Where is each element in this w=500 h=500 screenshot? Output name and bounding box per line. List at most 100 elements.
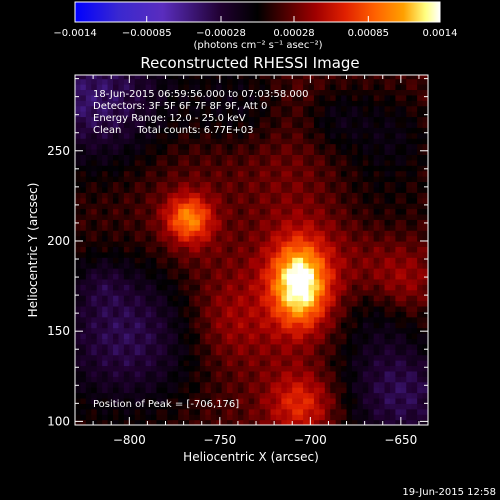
heatmap-cell (341, 235, 348, 242)
heatmap-cell (102, 78, 109, 85)
heatmap-cell (297, 246, 304, 253)
colorbar-tick-label: 0.00085 (348, 28, 389, 39)
heatmap-cell (161, 305, 168, 312)
heatmap-cell (123, 132, 130, 139)
heatmap-cell (145, 419, 152, 425)
heatmap-cell (85, 300, 92, 307)
heatmap-cell (107, 165, 114, 172)
heatmap-cell (292, 138, 299, 145)
heatmap-cell (411, 305, 418, 312)
heatmap-cell (384, 365, 391, 372)
heatmap-cell (313, 332, 320, 339)
heatmap-cell (183, 75, 190, 80)
heatmap-cell (75, 403, 82, 410)
heatmap-cell (243, 376, 250, 383)
heatmap-cell (96, 235, 103, 242)
heatmap-cell (417, 414, 424, 421)
heatmap-cell (194, 154, 201, 161)
heatmap-cell (216, 89, 223, 96)
heatmap-cell (237, 208, 244, 215)
heatmap-cell (189, 197, 196, 204)
heatmap-cell (194, 159, 201, 166)
heatmap-cell (297, 376, 304, 383)
heatmap-cell (199, 332, 206, 339)
heatmap-cell (91, 127, 98, 134)
heatmap-cell (91, 370, 98, 377)
heatmap-cell (113, 381, 120, 388)
heatmap-cell (75, 170, 82, 177)
heatmap-cell (324, 305, 331, 312)
heatmap-cell (75, 84, 82, 91)
heatmap-cell (183, 322, 190, 329)
heatmap-cell (368, 295, 375, 302)
heatmap-cell (178, 176, 185, 183)
heatmap-cell (286, 414, 293, 421)
heatmap-cell (248, 143, 255, 150)
heatmap-cell (411, 116, 418, 123)
heatmap-cell (281, 154, 288, 161)
heatmap-cell (346, 262, 353, 269)
heatmap-cell (156, 170, 163, 177)
heatmap-cell (221, 295, 228, 302)
heatmap-cell (303, 230, 310, 237)
heatmap-cell (107, 295, 114, 302)
heatmap-cell (406, 397, 413, 404)
heatmap-cell (384, 78, 391, 85)
heatmap-cell (85, 295, 92, 302)
heatmap-cell (237, 387, 244, 394)
heatmap-cell (400, 197, 407, 204)
heatmap-cell (178, 84, 185, 91)
heatmap-cell (248, 419, 255, 425)
heatmap-cell (292, 365, 299, 372)
heatmap-cell (362, 208, 369, 215)
heatmap-cell (156, 219, 163, 226)
heatmap-cell (286, 235, 293, 242)
heatmap-cell (389, 419, 397, 425)
heatmap-cell (75, 224, 82, 231)
heatmap-cell (216, 289, 223, 296)
heatmap-cell (281, 181, 288, 188)
heatmap-cell (129, 392, 136, 399)
heatmap-cell (400, 370, 407, 377)
heatmap-cell (216, 349, 223, 356)
heatmap-cell (346, 403, 353, 410)
heatmap-cell (123, 192, 130, 199)
heatmap-cell (161, 311, 168, 318)
heatmap-cell (357, 392, 364, 399)
heatmap-cell (362, 300, 369, 307)
heatmap-cell (167, 257, 174, 264)
heatmap-cell (248, 338, 255, 345)
heatmap-cell (167, 284, 174, 291)
heatmap-cell (313, 278, 320, 285)
heatmap-cell (96, 84, 103, 91)
heatmap-cell (248, 349, 255, 356)
heatmap-cell (281, 419, 288, 425)
heatmap-cell (129, 75, 136, 80)
heatmap-cell (172, 224, 179, 231)
heatmap-cell (75, 186, 82, 193)
heatmap-cell (259, 89, 266, 96)
heatmap-cell (259, 278, 266, 285)
heatmap-cell (205, 159, 212, 166)
heatmap-cell (178, 338, 185, 345)
heatmap-cell (227, 94, 234, 101)
heatmap-cell (107, 100, 114, 107)
heatmap-cell (96, 354, 103, 361)
heatmap-cell (395, 343, 402, 350)
heatmap-cell (123, 397, 130, 404)
heatmap-cell (406, 408, 413, 415)
heatmap-cell (172, 78, 179, 85)
heatmap-cell (346, 148, 353, 155)
heatmap-cell (308, 165, 315, 172)
heatmap-cell (281, 311, 288, 318)
heatmap-cell (199, 121, 206, 128)
heatmap-cell (183, 338, 190, 345)
heatmap-cell (156, 332, 163, 339)
heatmap-cell (346, 300, 353, 307)
heatmap-cell (140, 392, 147, 399)
heatmap-cell (330, 305, 337, 312)
heatmap-cell (221, 176, 228, 183)
heatmap-cell (227, 230, 234, 237)
heatmap-cell (237, 127, 244, 134)
heatmap-cell (107, 208, 114, 215)
